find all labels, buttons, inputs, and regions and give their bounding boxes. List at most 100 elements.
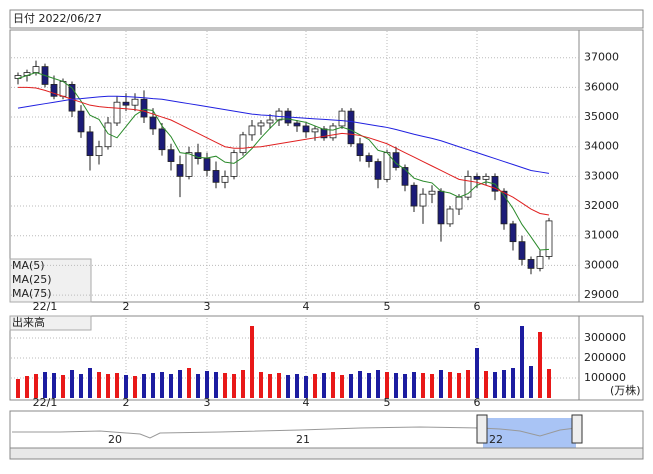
volume-bar [25, 376, 29, 398]
volume-bar [205, 371, 209, 398]
header-box [9, 9, 644, 29]
navigator-range [483, 418, 576, 450]
volume-bar [376, 370, 380, 398]
volume-bar [466, 370, 470, 398]
volume-bar [151, 373, 155, 398]
volume-bar [358, 371, 362, 398]
volume-bar [340, 375, 344, 398]
volume-bar [493, 372, 497, 398]
candle-body [149, 116, 157, 130]
volume-bar [61, 375, 65, 398]
candle-body [239, 134, 247, 154]
volume-bar [169, 374, 173, 398]
volume-bar [232, 374, 236, 398]
candle-body [356, 143, 364, 157]
candle-body [419, 193, 427, 207]
candle-body [293, 122, 301, 127]
volume-bar [412, 372, 416, 398]
volume-bar [313, 374, 317, 398]
candle-body [509, 223, 517, 243]
candle-body [194, 152, 202, 159]
volume-bar [268, 374, 272, 398]
volume-bar [502, 370, 506, 398]
x-tick-label: 6 [474, 300, 481, 313]
y-tick-label: 30000 [584, 258, 619, 271]
candle-body [545, 220, 553, 257]
volume-label-box [9, 315, 92, 331]
y-tick-label: 33000 [584, 169, 619, 182]
ma-line [17, 72, 550, 251]
volume-bar [223, 373, 227, 398]
candle-body [383, 152, 391, 180]
volume-bar [295, 374, 299, 398]
candle-body [518, 241, 526, 260]
x-tick-label: 2 [123, 300, 130, 313]
navigator-handle[interactable] [476, 414, 488, 444]
x-tick-label: 3 [204, 396, 211, 409]
candle-body [446, 208, 454, 225]
candle-body [329, 125, 337, 139]
volume-bar [34, 374, 38, 398]
y-tick-label: 34000 [584, 140, 619, 153]
candle-body [131, 98, 139, 106]
candle-body [77, 110, 85, 133]
volume-bar [511, 368, 515, 398]
volume-bar [250, 326, 254, 398]
legend-label: MA(5) [12, 259, 45, 272]
x-tick-label: 5 [384, 396, 391, 409]
candle-body [302, 125, 310, 133]
x-tick-label: 4 [303, 300, 310, 313]
volume-bar [457, 373, 461, 398]
volume-bar [439, 370, 443, 398]
x-tick-label: 22/1 [33, 300, 58, 313]
volume-bar [538, 332, 542, 398]
scrollbar[interactable] [9, 447, 644, 460]
volume-bar [331, 372, 335, 398]
x-tick-label: 3 [204, 300, 211, 313]
volume-bar [187, 368, 191, 398]
volume-bar [241, 370, 245, 398]
candle-body [527, 259, 535, 269]
volume-bar [520, 326, 524, 398]
y-tick-label: 200000 [584, 351, 626, 364]
candle-body [122, 101, 130, 106]
navigator-handle[interactable] [571, 414, 583, 444]
x-tick-label: 5 [384, 300, 391, 313]
candle-body [365, 155, 373, 162]
ma-line [18, 86, 550, 216]
y-tick-label: 37000 [584, 51, 619, 64]
candle-body [203, 158, 211, 171]
candle-body [275, 110, 283, 121]
volume-bar [475, 348, 479, 398]
volume-bar [277, 373, 281, 398]
candle-body [482, 175, 490, 180]
candle-body [311, 128, 319, 133]
volume-bar [403, 374, 407, 398]
x-tick-label: 22/1 [33, 396, 58, 409]
volume-bar [133, 376, 137, 398]
candle-body [113, 101, 121, 124]
candle-body [500, 190, 508, 225]
ma-line [17, 95, 550, 174]
x-tick-label: 2 [123, 396, 130, 409]
candle-body [374, 161, 382, 180]
navigator-label: 20 [108, 433, 122, 446]
candle-body [185, 152, 193, 177]
x-tick-label: 4 [303, 396, 310, 409]
candle-body [248, 125, 256, 136]
volume-bar [79, 374, 83, 398]
volume-bar [178, 370, 182, 398]
volume-title: 出来高 [12, 315, 45, 329]
candle-body [257, 122, 265, 127]
candle-body [32, 66, 40, 73]
volume-bar [43, 372, 47, 398]
candle-body [437, 190, 445, 225]
volume-bar [322, 373, 326, 398]
y-tick-label: 35000 [584, 110, 619, 123]
volume-bar [529, 366, 533, 398]
y-tick-label: 29000 [584, 288, 619, 301]
candle-body [401, 167, 409, 186]
volume-bar [430, 374, 434, 398]
candle-body [95, 146, 103, 157]
